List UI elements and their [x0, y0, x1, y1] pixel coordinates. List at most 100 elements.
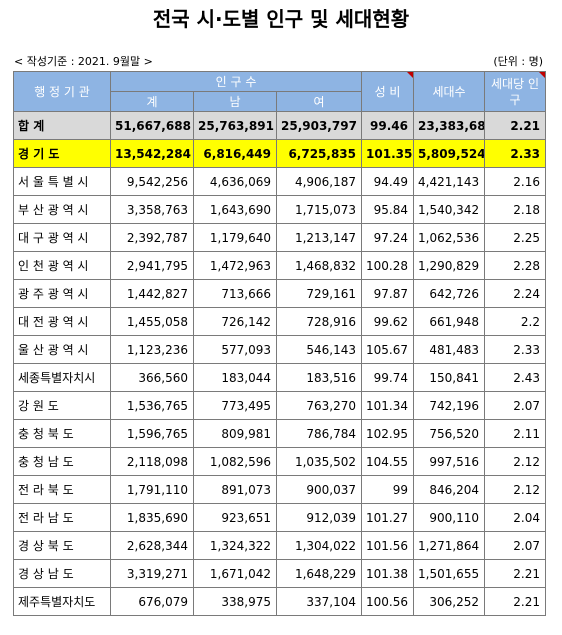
female-population-cell: 183,516	[275, 363, 363, 392]
male-population-cell: 809,981	[193, 419, 277, 448]
total-population-cell: 9,542,256	[110, 167, 194, 196]
per-household-cell: 2.12	[484, 447, 547, 476]
total-population-cell: 1,791,110	[110, 475, 194, 504]
per-household-cell: 2.28	[484, 251, 547, 280]
female-population-cell: 4,906,187	[275, 167, 363, 196]
male-population-cell: 773,495	[193, 391, 277, 420]
total-population-cell: 2,628,344	[110, 531, 194, 560]
header-per-household-label: 세대당 인구	[491, 76, 539, 107]
per-household-cell: 2.33	[484, 139, 547, 168]
total-population-cell: 51,667,688	[110, 111, 194, 140]
sex-ratio-cell: 100.28	[361, 251, 415, 280]
total-population-cell: 13,542,284	[110, 139, 194, 168]
male-population-cell: 1,179,640	[193, 223, 277, 252]
female-population-cell: 1,468,832	[275, 251, 363, 280]
male-population-cell: 713,666	[193, 279, 277, 308]
table-row: 인 천 광 역 시 2,941,795 1,472,963 1,468,832 100.…	[13, 251, 547, 280]
total-population-cell: 1,596,765	[110, 419, 194, 448]
table-row: 대 전 광 역 시 1,455,058 726,142 728,916 99.62 661…	[13, 307, 547, 336]
per-household-cell: 2.25	[484, 223, 547, 252]
table-row: 전 라 남 도 1,835,690 923,651 912,039 101.27 900,…	[13, 503, 547, 532]
sex-ratio-cell: 97.87	[361, 279, 415, 308]
sex-ratio-cell: 99.46	[361, 111, 415, 140]
total-population-cell: 2,392,787	[110, 223, 194, 252]
region-name-cell: 인 천 광 역 시	[13, 251, 111, 280]
female-population-cell: 728,916	[275, 307, 363, 336]
region-name-cell: 합 계	[13, 111, 111, 140]
per-household-cell: 2.24	[484, 279, 547, 308]
table-row: 경 기 도 13,542,284 6,816,449 6,725,835 101.35 5…	[13, 139, 547, 168]
households-cell: 1,540,342	[413, 195, 486, 224]
households-cell: 900,110	[413, 503, 486, 532]
female-population-cell: 546,143	[275, 335, 363, 364]
per-household-cell: 2.07	[484, 391, 547, 420]
population-table: 행 정 기 관 인 구 수 성 비 세대수 세대당 인구 계 남 여 합 계 51…	[13, 71, 547, 616]
sex-ratio-cell: 97.24	[361, 223, 415, 252]
female-population-cell: 1,035,502	[275, 447, 363, 476]
per-household-cell: 2.2	[484, 307, 547, 336]
sex-ratio-cell: 101.38	[361, 559, 415, 588]
region-name-cell: 전 라 북 도	[13, 475, 111, 504]
per-household-cell: 2.04	[484, 503, 547, 532]
sex-ratio-cell: 95.84	[361, 195, 415, 224]
households-cell: 756,520	[413, 419, 486, 448]
header-sex-ratio: 성 비	[361, 71, 415, 112]
male-population-cell: 4,636,069	[193, 167, 277, 196]
region-name-cell: 경 기 도	[13, 139, 111, 168]
region-name-cell: 강 원 도	[13, 391, 111, 420]
female-population-cell: 1,648,229	[275, 559, 363, 588]
female-population-cell: 1,715,073	[275, 195, 363, 224]
total-population-cell: 3,319,271	[110, 559, 194, 588]
female-population-cell: 786,784	[275, 419, 363, 448]
table-row: 전 라 북 도 1,791,110 891,073 900,037 99 846,204 2…	[13, 475, 547, 504]
female-population-cell: 763,270	[275, 391, 363, 420]
per-household-cell: 2.12	[484, 475, 547, 504]
region-name-cell: 서 울 특 별 시	[13, 167, 111, 196]
per-household-cell: 2.21	[484, 559, 547, 588]
total-population-cell: 2,941,795	[110, 251, 194, 280]
sex-ratio-cell: 101.35	[361, 139, 415, 168]
header-admin: 행 정 기 관	[13, 71, 111, 112]
page-title: 전국 시·도별 인구 및 세대현황	[152, 7, 410, 31]
households-cell: 5,809,524	[413, 139, 486, 168]
per-household-cell: 2.07	[484, 531, 547, 560]
per-household-cell: 2.21	[484, 111, 547, 140]
households-cell: 846,204	[413, 475, 486, 504]
total-population-cell: 676,079	[110, 587, 194, 616]
table-row: 대 구 광 역 시 2,392,787 1,179,640 1,213,147 97.2…	[13, 223, 547, 252]
total-population-cell: 1,455,058	[110, 307, 194, 336]
comment-marker-icon[interactable]	[539, 72, 545, 78]
households-cell: 1,501,655	[413, 559, 486, 588]
table-row: 강 원 도 1,536,765 773,495 763,270 101.34 742,19…	[13, 391, 547, 420]
households-cell: 1,062,536	[413, 223, 486, 252]
header-sex-ratio-label: 성 비	[374, 85, 401, 99]
table-row: 제주특별자치도 676,079 338,975 337,104 100.56 306,25…	[13, 587, 547, 616]
households-cell: 4,421,143	[413, 167, 486, 196]
table-row: 울 산 광 역 시 1,123,236 577,093 546,143 105.67 48…	[13, 335, 547, 364]
female-population-cell: 6,725,835	[275, 139, 363, 168]
header-female: 여	[275, 91, 363, 112]
sex-ratio-cell: 99.62	[361, 307, 415, 336]
households-cell: 481,483	[413, 335, 486, 364]
total-population-cell: 1,536,765	[110, 391, 194, 420]
header-total: 계	[110, 91, 194, 112]
region-name-cell: 대 전 광 역 시	[13, 307, 111, 336]
male-population-cell: 25,763,891	[193, 111, 277, 140]
header-male: 남	[193, 91, 277, 112]
sex-ratio-cell: 101.34	[361, 391, 415, 420]
region-name-cell: 광 주 광 역 시	[13, 279, 111, 308]
table-row: 세종특별자치시 366,560 183,044 183,516 99.74 150,841…	[13, 363, 547, 392]
region-name-cell: 부 산 광 역 시	[13, 195, 111, 224]
households-cell: 742,196	[413, 391, 486, 420]
table-row: 경 상 남 도 3,319,271 1,671,042 1,648,229 101.38…	[13, 559, 547, 588]
comment-marker-icon[interactable]	[407, 72, 413, 78]
region-name-cell: 세종특별자치시	[13, 363, 111, 392]
basis-date: < 작성기준 : 2021. 9월말 >	[14, 55, 153, 68]
per-household-cell: 2.43	[484, 363, 547, 392]
table-body: 합 계 51,667,688 25,763,891 25,903,797 99.46 23…	[13, 111, 547, 616]
female-population-cell: 912,039	[275, 503, 363, 532]
male-population-cell: 726,142	[193, 307, 277, 336]
region-name-cell: 충 청 북 도	[13, 419, 111, 448]
table-row: 부 산 광 역 시 3,358,763 1,643,690 1,715,073 95.8…	[13, 195, 547, 224]
total-population-cell: 2,118,098	[110, 447, 194, 476]
